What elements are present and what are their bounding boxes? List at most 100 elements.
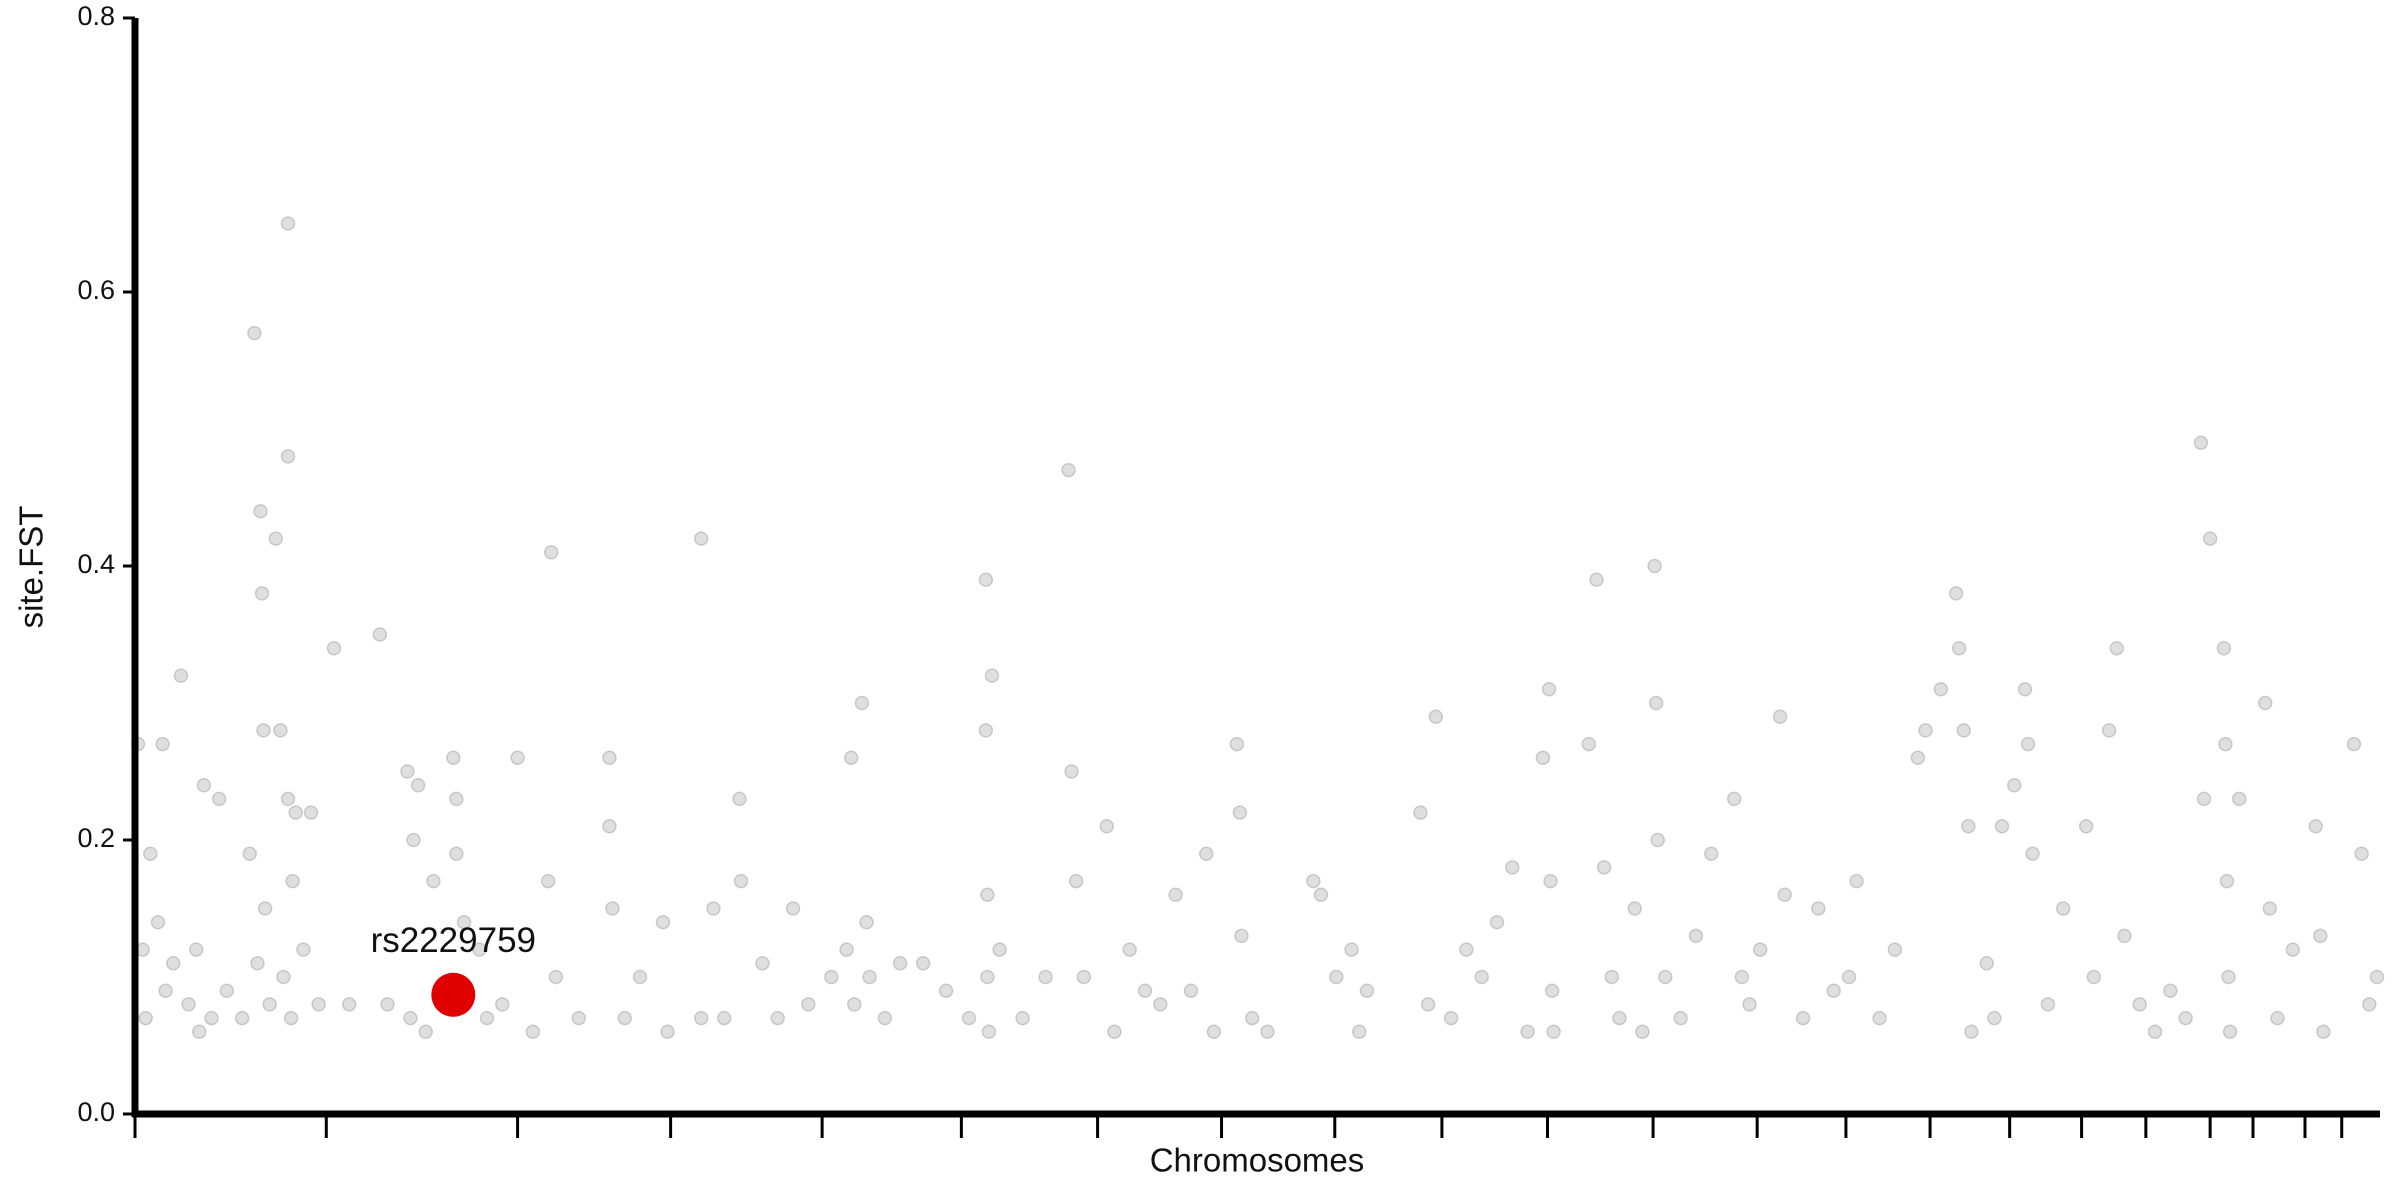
snp-point (280, 791, 296, 807)
snp-point (2354, 846, 2369, 861)
snp-point (2313, 928, 2328, 944)
snp-point (1107, 1024, 1122, 1040)
snp-point (253, 503, 268, 519)
snp-point (617, 1010, 632, 1026)
snp-point (1951, 640, 1967, 656)
snp-point (632, 969, 648, 985)
snp-point (1742, 997, 1757, 1012)
snp-point (655, 914, 671, 930)
snp-point (262, 997, 277, 1012)
snp-point (1099, 819, 1115, 834)
snp-point (341, 997, 357, 1012)
snp-point (1420, 997, 1436, 1012)
highlight-label: rs2229759 (371, 921, 536, 960)
snp-point (173, 668, 189, 683)
snp-point (204, 1010, 219, 1026)
snp-point (192, 1024, 207, 1040)
snp-point (2316, 1024, 2331, 1040)
snp-point (372, 627, 388, 642)
snp-point (915, 956, 931, 971)
x-axis-title: Chromosomes (1150, 1142, 1365, 1179)
snp-point (280, 449, 296, 464)
snp-point (1726, 791, 1742, 807)
snp-point (1206, 1024, 1222, 1040)
snp-point (540, 873, 556, 889)
snp-point (1734, 969, 1750, 985)
snp-point (1413, 805, 1428, 820)
snp-point (984, 668, 1000, 683)
snp-point (1344, 942, 1359, 957)
snp-point (257, 901, 273, 916)
snp-point (716, 1010, 732, 1026)
y-tick-label: 0.8 (77, 1, 115, 31)
snp-point (1520, 1024, 1535, 1040)
snp-point (2219, 873, 2235, 889)
snp-point (456, 914, 472, 930)
snp-point (2362, 997, 2377, 1012)
snp-point (847, 997, 862, 1012)
snp-point (1841, 969, 1857, 985)
snp-point (801, 997, 816, 1012)
snp-point (525, 1024, 541, 1040)
snp-point (296, 942, 311, 957)
snp-point (892, 956, 908, 971)
snp-point (247, 325, 262, 341)
snp-point (602, 819, 617, 834)
snp-point (980, 887, 995, 903)
highlight-point (431, 972, 476, 1017)
snp-point (602, 750, 617, 766)
snp-point (1948, 586, 1964, 601)
snp-point (1306, 873, 1321, 889)
snp-point (2117, 928, 2132, 944)
snp-point (1961, 819, 1976, 834)
snp-point (280, 216, 296, 231)
snp-point (1872, 1010, 1887, 1026)
snp-point (1826, 983, 1841, 998)
snp-point (472, 942, 487, 957)
snp-point (571, 1010, 587, 1026)
snp-point (143, 846, 158, 861)
snp-point (288, 805, 303, 820)
snp-point (992, 942, 1007, 957)
snp-point (2218, 736, 2233, 752)
snp-point (1987, 1010, 2002, 1026)
snp-point (1244, 1010, 1260, 1026)
snp-point (2369, 969, 2385, 985)
snp-point (1443, 1010, 1459, 1026)
snp-point (166, 956, 181, 971)
snp-point (2086, 969, 2102, 985)
snp-point (2202, 531, 2218, 546)
snp-point (1544, 983, 1560, 998)
snp-point (1933, 682, 1949, 697)
snp-point (1589, 572, 1604, 587)
snp-point (1635, 1024, 1650, 1040)
snp-point (2231, 791, 2247, 807)
snp-point (1964, 1024, 1979, 1040)
snp-point (1137, 983, 1153, 998)
snp-point (1038, 969, 1053, 985)
snp-point (1752, 942, 1768, 957)
snp-point (1777, 887, 1792, 903)
snp-point (1648, 695, 1664, 711)
snp-point (273, 723, 288, 738)
snp-point (1581, 736, 1597, 752)
snp-point (2262, 901, 2278, 916)
snp-point (1795, 1010, 1811, 1026)
snp-point (250, 956, 265, 971)
snp-point (234, 1010, 250, 1026)
labels-layer: 0.0 0.2 0.4 0.6 0.8 rs2229759 (77, 1, 536, 1127)
snp-point (693, 1010, 709, 1026)
snp-point (1352, 1024, 1367, 1040)
snp-point (303, 805, 319, 820)
snp-point (311, 997, 326, 1012)
snp-point (2196, 791, 2212, 807)
snp-point (1329, 969, 1344, 985)
snp-point (2178, 1010, 2193, 1026)
snp-point (770, 1010, 785, 1026)
snp-point (1543, 873, 1558, 889)
snp-point (403, 1010, 418, 1026)
snp-point (406, 832, 421, 848)
snp-point (1260, 1024, 1275, 1040)
snp-point (1994, 819, 2010, 834)
snp-point (510, 750, 525, 766)
